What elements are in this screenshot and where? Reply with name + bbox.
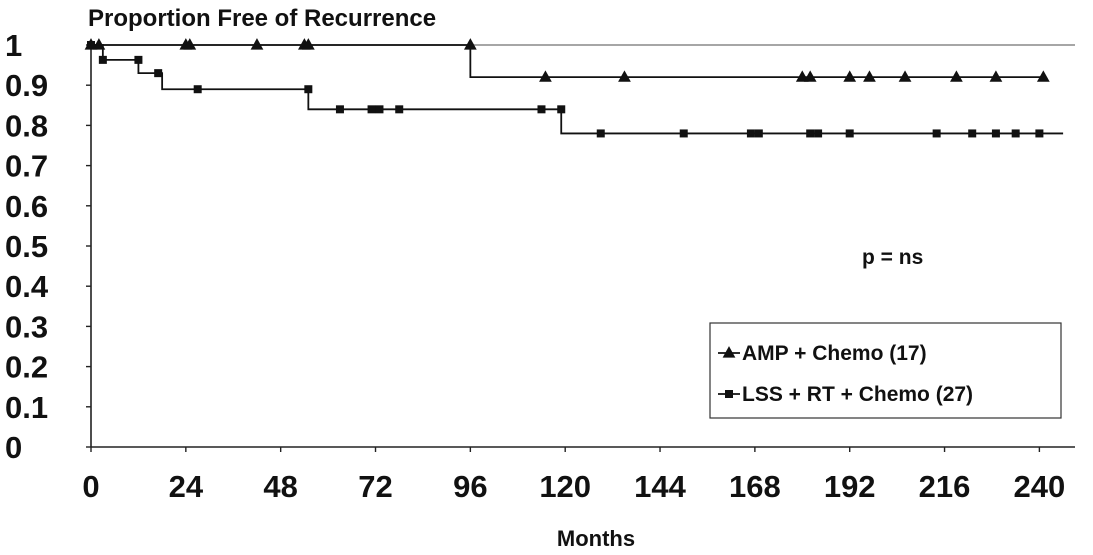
legend-label: AMP + Chemo (17): [742, 342, 927, 365]
y-tick-label: 0.3: [5, 309, 48, 344]
censor-triangle-marker: [1036, 70, 1050, 82]
censor-square-marker: [367, 105, 376, 114]
x-tick-label: 72: [358, 469, 392, 504]
censor-triangle-marker: [539, 70, 552, 82]
series-group: [87, 41, 1064, 138]
legend-box: [709, 322, 1062, 419]
x-axis-title: Months: [557, 526, 635, 551]
censor-square-marker: [98, 55, 107, 64]
censor-square-marker: [557, 105, 566, 114]
legend-square-marker: [725, 390, 733, 398]
y-tick-label: 0.7: [5, 149, 48, 184]
censor-square-marker: [1011, 129, 1020, 138]
y-tick-label: 0.4: [5, 269, 49, 304]
x-tick-label: 168: [729, 469, 781, 504]
censor-square-marker: [87, 41, 95, 49]
censor-square-marker: [754, 129, 763, 138]
censor-square-marker: [845, 129, 854, 138]
x-tick-label: 96: [453, 469, 487, 504]
censor-triangle-marker: [618, 70, 631, 82]
y-tick-label: 0.5: [5, 229, 48, 264]
x-tick-label: 216: [919, 469, 971, 504]
censor-square-marker: [193, 85, 202, 94]
censor-square-marker: [991, 129, 1000, 138]
censor-square-marker: [596, 129, 605, 138]
censor-triangle-marker: [463, 38, 477, 50]
censor-square-marker: [746, 129, 755, 138]
censor-triangle-marker: [250, 38, 264, 50]
legend-entry: LSS + RT + Chemo (27): [718, 383, 973, 406]
y-tick-label: 0.6: [5, 189, 48, 224]
y-axis-title: Proportion Free of Recurrence: [88, 5, 436, 32]
x-tick-label: 144: [634, 469, 686, 504]
series-step-line: [91, 44, 1044, 79]
censor-square-marker: [537, 105, 546, 114]
x-tick-label: 192: [824, 469, 876, 504]
legend-triangle-marker: [722, 346, 736, 358]
censor-triangle-marker: [863, 70, 876, 82]
y-tick-label: 0.8: [5, 108, 48, 143]
censor-square-marker: [932, 129, 941, 138]
censor-triangle-marker: [950, 70, 963, 82]
censor-square-marker: [134, 55, 143, 64]
censor-square-marker: [1035, 129, 1044, 138]
censor-square-marker: [335, 105, 344, 114]
x-tick-label: 48: [263, 469, 297, 504]
censor-triangle-marker: [989, 70, 1003, 82]
censor-square-marker: [375, 105, 384, 114]
censor-square-marker: [154, 69, 163, 78]
series-group: [84, 38, 1050, 82]
y-tick-label: 0.2: [5, 350, 48, 385]
series-step-line: [91, 44, 1064, 135]
censor-square-marker: [806, 129, 815, 138]
x-tick-label: 0: [82, 469, 99, 504]
censor-triangle-marker: [843, 70, 857, 82]
censor-square-marker: [814, 129, 823, 138]
y-tick-label: 0.9: [5, 68, 48, 103]
censor-square-marker: [968, 129, 977, 138]
legend-entry: AMP + Chemo (17): [718, 342, 927, 365]
censor-triangle-marker: [183, 38, 197, 50]
p-value-annotation: p = ns: [862, 246, 923, 269]
legend-label: LSS + RT + Chemo (27): [742, 383, 973, 406]
censor-triangle-marker: [301, 38, 315, 50]
y-tick-label: 0.1: [5, 390, 48, 425]
censor-square-marker: [679, 129, 688, 138]
censor-triangle-marker: [898, 70, 912, 82]
y-tick-label: 0: [5, 430, 22, 465]
x-tick-label: 240: [1014, 469, 1066, 504]
censor-triangle-marker: [803, 70, 817, 82]
censor-square-marker: [395, 105, 404, 114]
y-tick-label: 1: [5, 28, 22, 63]
x-tick-label: 24: [169, 469, 204, 504]
censor-square-marker: [304, 85, 313, 94]
x-tick-label: 120: [539, 469, 591, 504]
